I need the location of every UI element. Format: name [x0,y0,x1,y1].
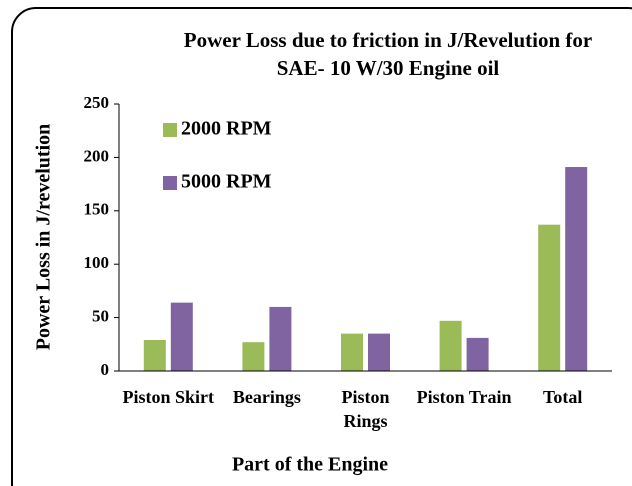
x-tick-label: Piston Skirt [122,387,215,407]
y-axis-label: Power Loss in J/revelution [33,124,55,350]
legend-label: 2000 RPM [181,118,272,140]
y-tick-label: 50 [92,307,109,326]
bar [466,337,489,371]
legend-swatch [163,123,177,137]
bar [143,340,166,371]
bar [242,342,265,371]
bar [341,333,363,371]
y-tick-label: 0 [101,360,110,379]
bar [170,302,193,371]
chart-title: Power Loss due to friction in J/Reveluti… [183,28,593,80]
bar [269,306,292,371]
y-tick-label: 150 [84,200,110,219]
frame [11,7,632,486]
legend-label: 5000 RPM [181,171,272,193]
bar [538,224,561,371]
y-tick-label: 200 [84,146,110,165]
x-tick-label: Piston Rings [341,387,390,431]
y-tick-label: 250 [84,93,110,112]
legend-swatch [163,176,177,190]
x-axis-label: Part of the Engine [232,454,388,476]
x-tick-label: Bearings [232,387,301,407]
x-tick-label: Piston Train [416,387,512,407]
x-tick-label: Total [543,387,583,407]
bar [368,333,390,371]
y-tick-label: 100 [84,253,110,272]
bar [565,167,588,371]
bar [439,320,462,371]
